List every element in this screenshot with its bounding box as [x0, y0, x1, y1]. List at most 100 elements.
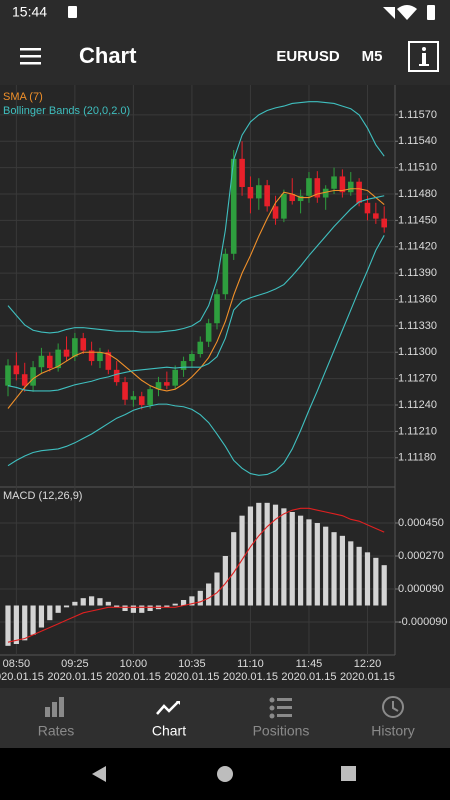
- x-tick-date: 2020.01.15: [47, 671, 102, 683]
- sd-icon: [68, 6, 77, 18]
- menu-button[interactable]: [20, 48, 41, 65]
- macd-bar: [189, 596, 195, 606]
- y-tick-label: 1.11570: [398, 109, 437, 121]
- icon-dot: [269, 713, 275, 719]
- candle-body: [289, 194, 296, 202]
- menu-bar: [20, 48, 41, 51]
- candle-body: [281, 194, 287, 219]
- menu-bar: [20, 55, 41, 58]
- x-tick-label: 10:00: [120, 658, 148, 670]
- icon-line: [277, 706, 292, 709]
- nav-item[interactable]: [225, 688, 338, 748]
- icon-bar: [52, 702, 57, 717]
- bottom-nav: [0, 688, 450, 748]
- macd-bar: [147, 605, 153, 611]
- candle-body: [297, 195, 304, 202]
- x-tick-label: 11:45: [296, 658, 323, 670]
- nav-label: Rates: [38, 723, 75, 739]
- candle-body: [113, 369, 120, 383]
- candle-body: [72, 338, 78, 357]
- macd-bar: [30, 605, 36, 635]
- nav-item[interactable]: [338, 688, 450, 748]
- macd-bar: [197, 590, 203, 606]
- x-tick-label: 08:50: [3, 658, 31, 670]
- y-tick-label: 1.11330: [398, 320, 437, 332]
- candle-body: [314, 178, 321, 198]
- y-tick-label: 1.11480: [398, 188, 437, 200]
- signal-line: [7, 507, 385, 643]
- nav-item[interactable]: [113, 688, 226, 748]
- candle-body: [63, 349, 70, 357]
- candle-body: [339, 176, 346, 193]
- y-tick-label: 1.11240: [398, 399, 437, 411]
- indicator-line: [7, 195, 385, 392]
- app-bar: [0, 24, 450, 85]
- candle-body: [356, 181, 362, 203]
- candle-body: [97, 352, 103, 362]
- candle-body: [364, 202, 371, 214]
- icon-hands: [392, 701, 399, 712]
- macd-bar: [89, 596, 95, 606]
- back-button[interactable]: [92, 766, 106, 782]
- macd-bar: [331, 532, 337, 606]
- macd-bar: [348, 541, 354, 606]
- indicator-line: [7, 188, 385, 409]
- candle-body: [147, 389, 153, 405]
- y-tick-label: 0.000450: [398, 517, 444, 529]
- y-tick-label: 1.11210: [398, 425, 437, 437]
- macd-bar: [298, 515, 304, 606]
- candle-body: [306, 178, 312, 196]
- macd-bar: [222, 556, 228, 606]
- y-tick-label: 0.000270: [398, 550, 444, 562]
- icon-dot: [269, 705, 275, 711]
- symbol-button[interactable]: EURUSD: [276, 48, 340, 65]
- macd-bar: [231, 532, 237, 606]
- timeframe-button[interactable]: M5: [362, 48, 383, 65]
- candle-body: [222, 253, 229, 295]
- macd-bar: [206, 583, 212, 606]
- x-tick-label: 12:20: [354, 658, 382, 670]
- status-time: 15:44: [12, 4, 47, 20]
- nav-item[interactable]: [0, 688, 113, 748]
- candle-body: [5, 365, 11, 386]
- status-bar: [0, 0, 450, 24]
- macd-bar: [323, 526, 329, 606]
- chart-icon-arrow: [176, 701, 180, 705]
- candle-body: [155, 382, 162, 390]
- candle-body: [38, 355, 45, 368]
- indicator-legend: Bollinger Bands (20,0,2.0): [3, 105, 130, 117]
- rates-icon: [45, 697, 64, 717]
- macd-bar: [47, 605, 53, 621]
- home-button[interactable]: [217, 766, 233, 782]
- macd-bar: [289, 512, 295, 606]
- indicator-legend: SMA (7): [3, 91, 43, 103]
- candle-body: [130, 396, 137, 400]
- candle-body: [347, 181, 354, 193]
- candle-body: [272, 206, 279, 219]
- x-tick-date: 2020.01.15: [340, 671, 395, 683]
- candle-body: [105, 352, 112, 370]
- candle-body: [373, 213, 379, 219]
- icon-dot: [269, 697, 275, 703]
- recents-button[interactable]: [341, 766, 356, 781]
- macd-bar: [22, 605, 28, 641]
- candle-body: [47, 355, 53, 369]
- nav-label: Chart: [152, 723, 186, 739]
- candle-body: [164, 382, 170, 386]
- x-tick-date: 2020.01.15: [106, 671, 161, 683]
- indicator-line: [7, 235, 385, 476]
- macd-bar: [13, 605, 19, 644]
- candle-body: [13, 365, 20, 375]
- y-tick-label: 1.11270: [398, 373, 437, 385]
- candle-body: [122, 382, 128, 400]
- macd-bar: [356, 546, 362, 606]
- macd-bar: [139, 605, 145, 613]
- macd-bar: [105, 601, 111, 606]
- macd-bar: [306, 519, 312, 606]
- y-tick-label: 1.11540: [398, 135, 437, 147]
- macd-bar: [130, 605, 136, 613]
- candle-body: [189, 354, 195, 362]
- info-button[interactable]: [408, 41, 439, 72]
- info-dot: [422, 47, 426, 51]
